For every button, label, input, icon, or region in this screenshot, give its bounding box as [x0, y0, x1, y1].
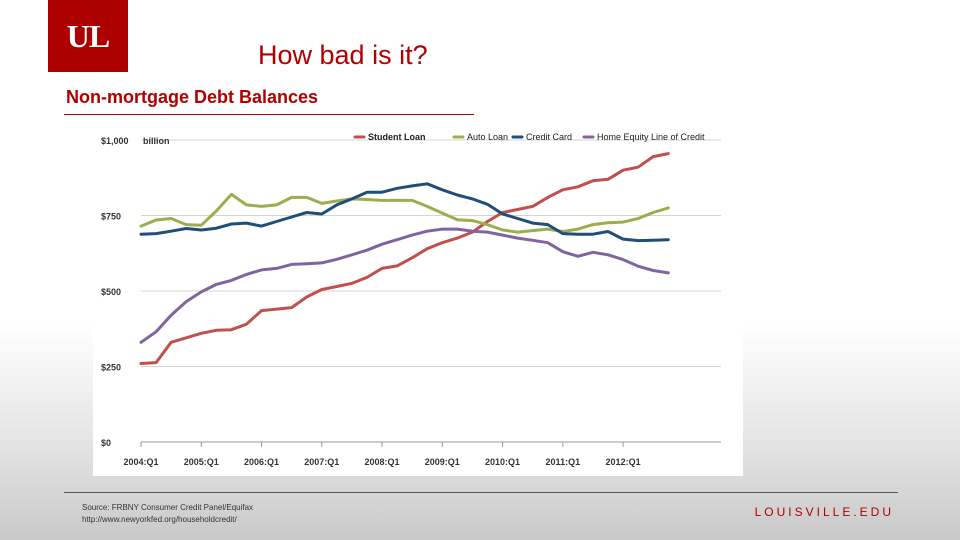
- x-tick-label: 2011:Q1: [546, 457, 581, 467]
- footer-divider: [64, 492, 898, 493]
- x-tick-label: 2012:Q1: [606, 457, 641, 467]
- series-line-student-loan: [139, 152, 670, 365]
- x-tick-label: 2009:Q1: [425, 457, 460, 467]
- source-url: http://www.newyorkfed.org/householdcredi…: [82, 515, 237, 524]
- chart-panel: [93, 120, 743, 476]
- x-tick-label: 2008:Q1: [365, 457, 400, 467]
- y-tick-label: $500: [101, 287, 121, 297]
- x-tick-label: 2006:Q1: [244, 457, 279, 467]
- legend-label: Student Loan: [368, 132, 426, 142]
- y-tick-label: $250: [101, 363, 121, 373]
- x-tick-label: 2005:Q1: [184, 457, 219, 467]
- x-tick-label: 2010:Q1: [485, 457, 520, 467]
- source-line-1: Source: FRBNY Consumer Credit Panel/Equi…: [82, 503, 254, 512]
- brand-wordmark: LOUISVILLE.EDU: [754, 505, 894, 519]
- legend-label: Credit Card: [526, 132, 572, 142]
- y-tick-label: $1,000: [101, 136, 129, 146]
- chart-subtitle: Non-mortgage Debt Balances: [66, 87, 319, 107]
- subtitle-divider: [64, 114, 474, 115]
- y-tick-label: $750: [101, 212, 121, 222]
- slide-title: How bad is it?: [258, 40, 428, 70]
- logo-text: UL: [66, 17, 110, 54]
- x-tick-label: 2004:Q1: [123, 457, 158, 467]
- debt-balances-line-chart: $0 $250 $500 $750 $1,000 billion 2004:Q1 2005:Q…: [101, 132, 721, 467]
- series-line-credit-card: [139, 182, 670, 243]
- series-line-auto-loan: [139, 192, 670, 234]
- source-note: Source: FRBNY Consumer Credit Panel/Equi…: [82, 502, 253, 526]
- university-logo: UL: [48, 0, 128, 72]
- legend-label: Auto Loan: [467, 132, 508, 142]
- y-tick-label: $0: [101, 438, 111, 448]
- series-line-home-equity-line-of-credit: [139, 227, 670, 344]
- legend-label: Home Equity Line of Credit: [597, 132, 705, 142]
- x-tick-label: 2007:Q1: [304, 457, 339, 467]
- y-axis-unit: billion: [143, 136, 170, 146]
